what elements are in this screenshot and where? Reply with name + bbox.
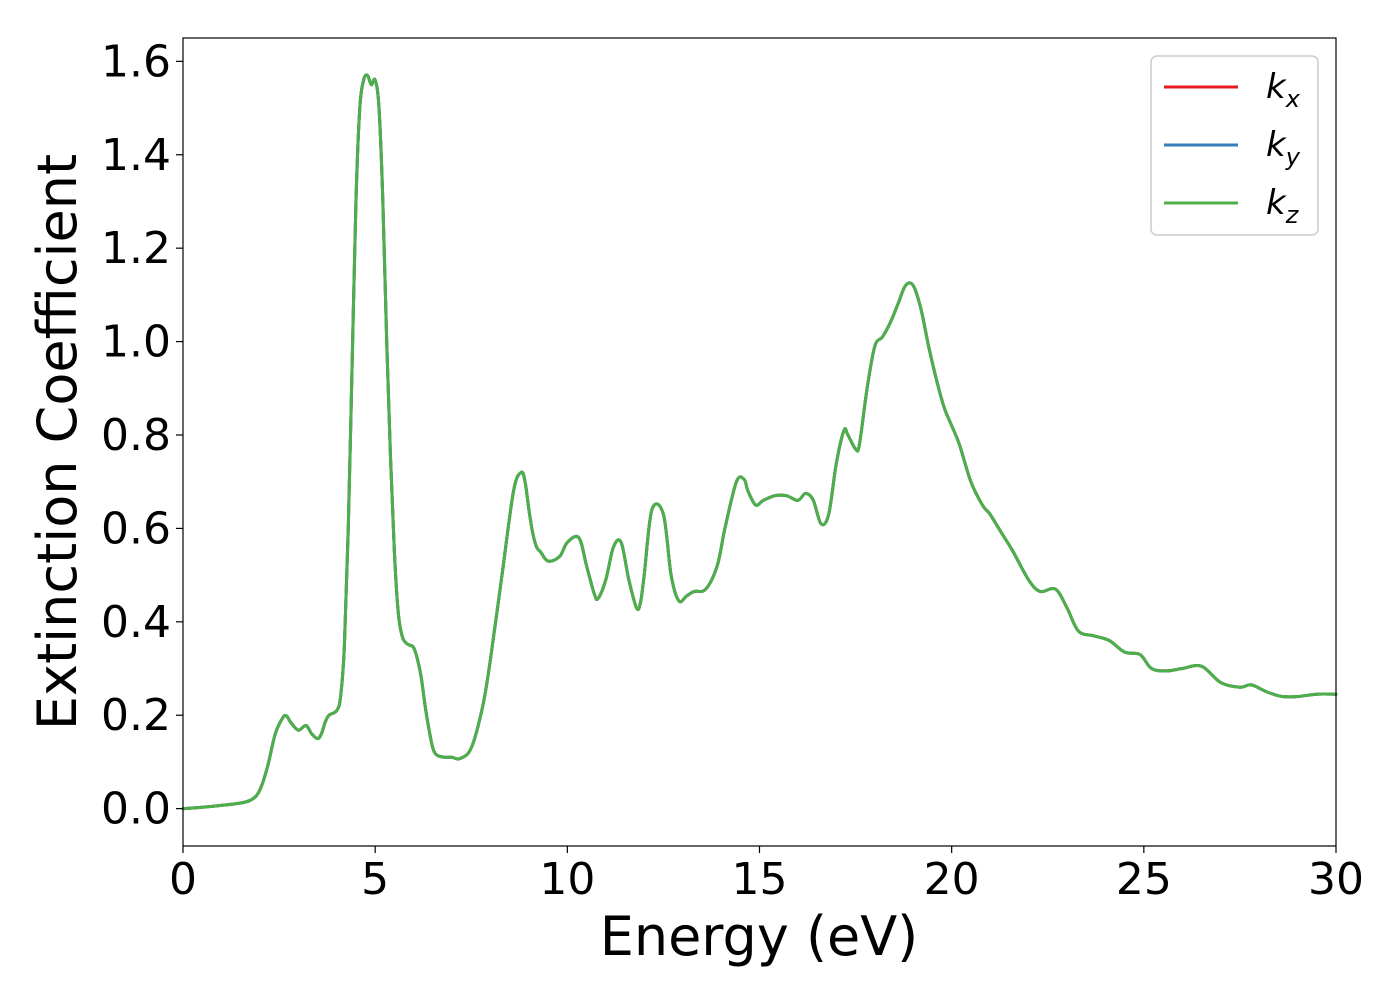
series-line-z <box>181 73 1338 811</box>
y-tick-label: 1.0 <box>101 317 171 368</box>
legend-label-subscript: z <box>1285 201 1300 229</box>
y-tick-label: 1.4 <box>101 130 171 181</box>
x-tick-label: 10 <box>539 854 595 905</box>
legend-label-x: kx <box>1266 67 1301 113</box>
y-tick-label: 0.4 <box>101 597 171 648</box>
x-tick-label: 0 <box>169 854 197 905</box>
x-tick-label: 30 <box>1308 854 1364 905</box>
y-tick-label: 0.2 <box>101 690 171 741</box>
x-tick-label: 15 <box>732 854 788 905</box>
ticks-layer: 0 5 10 15 20 25 30 0.0 0.2 0.4 0.6 0.8 1.0 1.2 1.4 1.6 <box>101 36 1364 905</box>
x-tick-label: 5 <box>361 854 389 905</box>
legend-label-base: k <box>1266 67 1287 107</box>
legend-label-subscript: x <box>1285 85 1301 113</box>
y-tick-label: 0.8 <box>101 410 171 461</box>
x-tick-label: 25 <box>1116 854 1172 905</box>
legend-label-subscript: y <box>1285 143 1301 171</box>
x-axis-title: Energy (eV) <box>600 905 919 968</box>
y-tick-label: 1.6 <box>101 36 171 87</box>
y-tick-label: 0.6 <box>101 503 171 554</box>
legend-label-base: k <box>1266 125 1287 165</box>
legend-label-y: ky <box>1266 125 1301 171</box>
y-tick-label: 0.0 <box>101 784 171 835</box>
y-tick-label: 1.2 <box>101 223 171 274</box>
series-layer <box>181 73 1338 811</box>
legend-label-base: k <box>1266 183 1287 223</box>
legend-label-z: kz <box>1266 183 1300 229</box>
x-tick-label: 20 <box>924 854 980 905</box>
y-axis-title: Extinction Coefficient <box>26 154 89 730</box>
